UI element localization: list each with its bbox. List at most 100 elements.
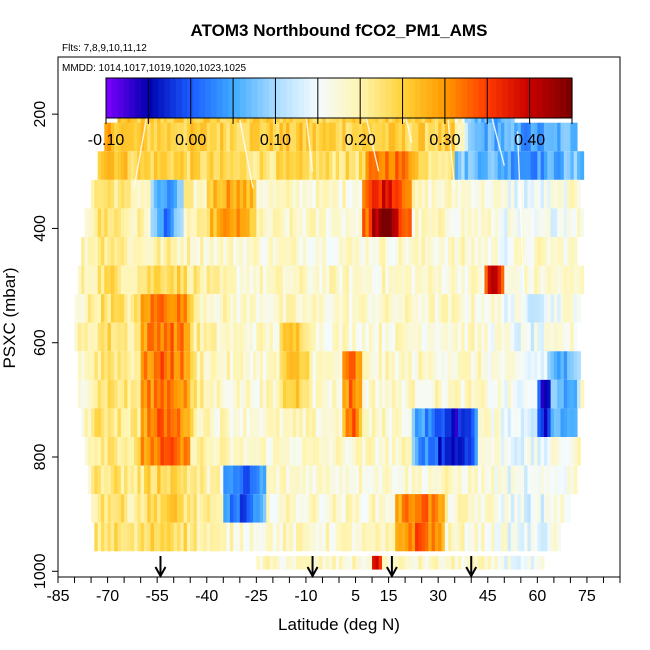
heat-cell [183, 179, 188, 209]
heat-cell [312, 494, 317, 523]
heat-cell [563, 265, 568, 295]
heat-cell [467, 208, 472, 237]
heat-cell [305, 237, 310, 266]
heat-cell [524, 151, 528, 180]
heat-cell [484, 208, 489, 237]
heat-cell [276, 379, 280, 409]
heat-cell [183, 151, 188, 180]
heat-cell [342, 322, 347, 352]
heat-cell [269, 122, 274, 152]
heat-cell [134, 494, 138, 523]
heat-cell [183, 294, 188, 323]
x-tick-label: 60 [528, 588, 546, 605]
heat-cell [170, 237, 175, 266]
heat-cell [365, 351, 370, 380]
heat-cell [124, 294, 128, 323]
heat-cell [424, 237, 429, 266]
heat-cell [408, 379, 413, 409]
heat-cell [143, 322, 148, 352]
heat-cell [200, 522, 204, 552]
heat-cell [315, 379, 320, 409]
heat-cell [147, 122, 152, 152]
heat-cell [97, 494, 102, 523]
colorbar-segment [467, 78, 474, 118]
heat-cell [325, 408, 330, 437]
heat-cell [418, 351, 423, 380]
heat-cell [494, 379, 499, 409]
heat-cell [196, 351, 201, 380]
heat-cell [329, 179, 333, 209]
heat-cell [388, 408, 393, 437]
heat-cell [428, 437, 433, 466]
heat-cell [481, 322, 485, 352]
heat-cell [226, 265, 231, 295]
heat-cell [448, 379, 452, 409]
heat-cell [296, 351, 300, 380]
heat-cell [239, 237, 244, 266]
heat-cell [524, 379, 528, 409]
heat-cell [94, 494, 99, 523]
heat-cell [408, 265, 413, 295]
heat-cell [153, 437, 158, 466]
heat-cell [567, 494, 571, 523]
heat-cell [408, 208, 413, 237]
heat-cell [342, 494, 347, 523]
heat-cell [150, 122, 155, 152]
heat-cell [517, 265, 522, 295]
heat-cell [550, 265, 555, 295]
heat-cell [530, 437, 535, 466]
heat-cell [415, 322, 419, 352]
heat-cell [196, 408, 201, 437]
heat-cell [322, 465, 327, 495]
heat-cell [206, 322, 211, 352]
heat-cell [282, 555, 287, 570]
heat-cell [345, 322, 350, 352]
heat-cell [309, 322, 314, 352]
heat-cell [239, 465, 244, 495]
heat-cell [302, 122, 307, 152]
heat-cell [418, 151, 423, 180]
heat-cell [296, 465, 300, 495]
heat-cell [487, 322, 492, 352]
arrow-head [465, 566, 478, 579]
heat-cell [454, 494, 459, 523]
heat-cell [302, 179, 307, 209]
heat-cell [352, 179, 357, 209]
heat-cell [471, 408, 476, 437]
heat-cell [213, 122, 218, 152]
heat-cell [487, 494, 492, 523]
heat-cell [272, 151, 277, 180]
heat-cell [567, 179, 571, 209]
colorbar-segment [251, 78, 259, 118]
heat-cell [358, 465, 363, 495]
heat-cell [319, 408, 323, 437]
heat-cell [289, 322, 294, 352]
heat-cell [537, 522, 542, 552]
heat-cell [94, 294, 99, 323]
heat-cell [302, 294, 307, 323]
heat-cell [130, 437, 135, 466]
heat-cell [302, 265, 307, 295]
heat-cell [530, 294, 535, 323]
heat-cell [120, 122, 125, 152]
heat-cell [286, 208, 290, 237]
heat-cell [256, 494, 261, 523]
heat-cell [329, 151, 333, 180]
heat-cell [355, 179, 360, 209]
heat-cell [527, 408, 532, 437]
heat-cell [84, 208, 89, 237]
heat-cell [210, 522, 214, 552]
heat-cell [444, 294, 449, 323]
heat-cell [514, 351, 519, 380]
heat-cell [481, 379, 485, 409]
heat-cell [249, 265, 254, 295]
flights-label: Flts: 7,8,9,10,11,12 [62, 43, 147, 54]
heat-cell [226, 437, 231, 466]
heat-cell [256, 437, 261, 466]
heat-cell [567, 408, 571, 437]
heat-cell [454, 265, 459, 295]
heat-cell [474, 208, 479, 237]
heat-cell [553, 379, 558, 409]
heat-cell [312, 179, 317, 209]
heat-cell [226, 494, 231, 523]
